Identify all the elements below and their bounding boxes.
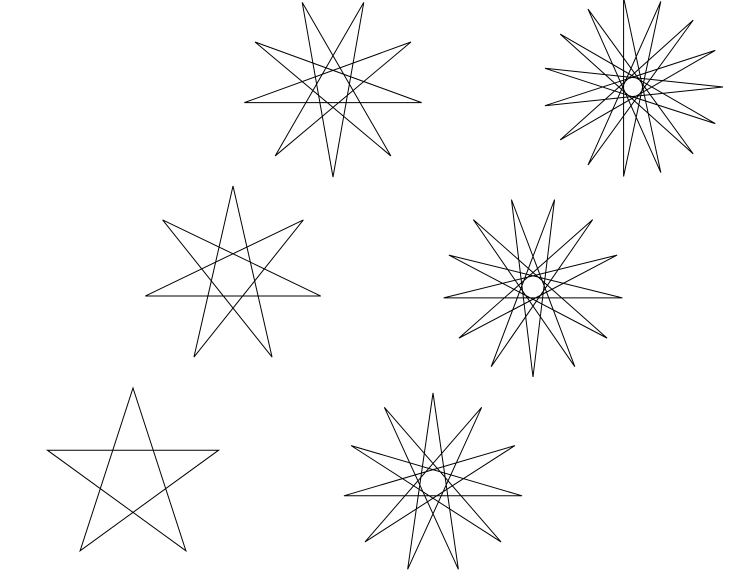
star-polygon-7-3 <box>145 185 321 358</box>
star-polygon-5-2 <box>45 386 221 553</box>
star-polygon-11-5 <box>343 392 523 570</box>
star-polygon-13-6 <box>443 199 623 378</box>
star-polygon-15-7 <box>544 0 724 177</box>
star-polygon-9-4 <box>244 2 422 178</box>
